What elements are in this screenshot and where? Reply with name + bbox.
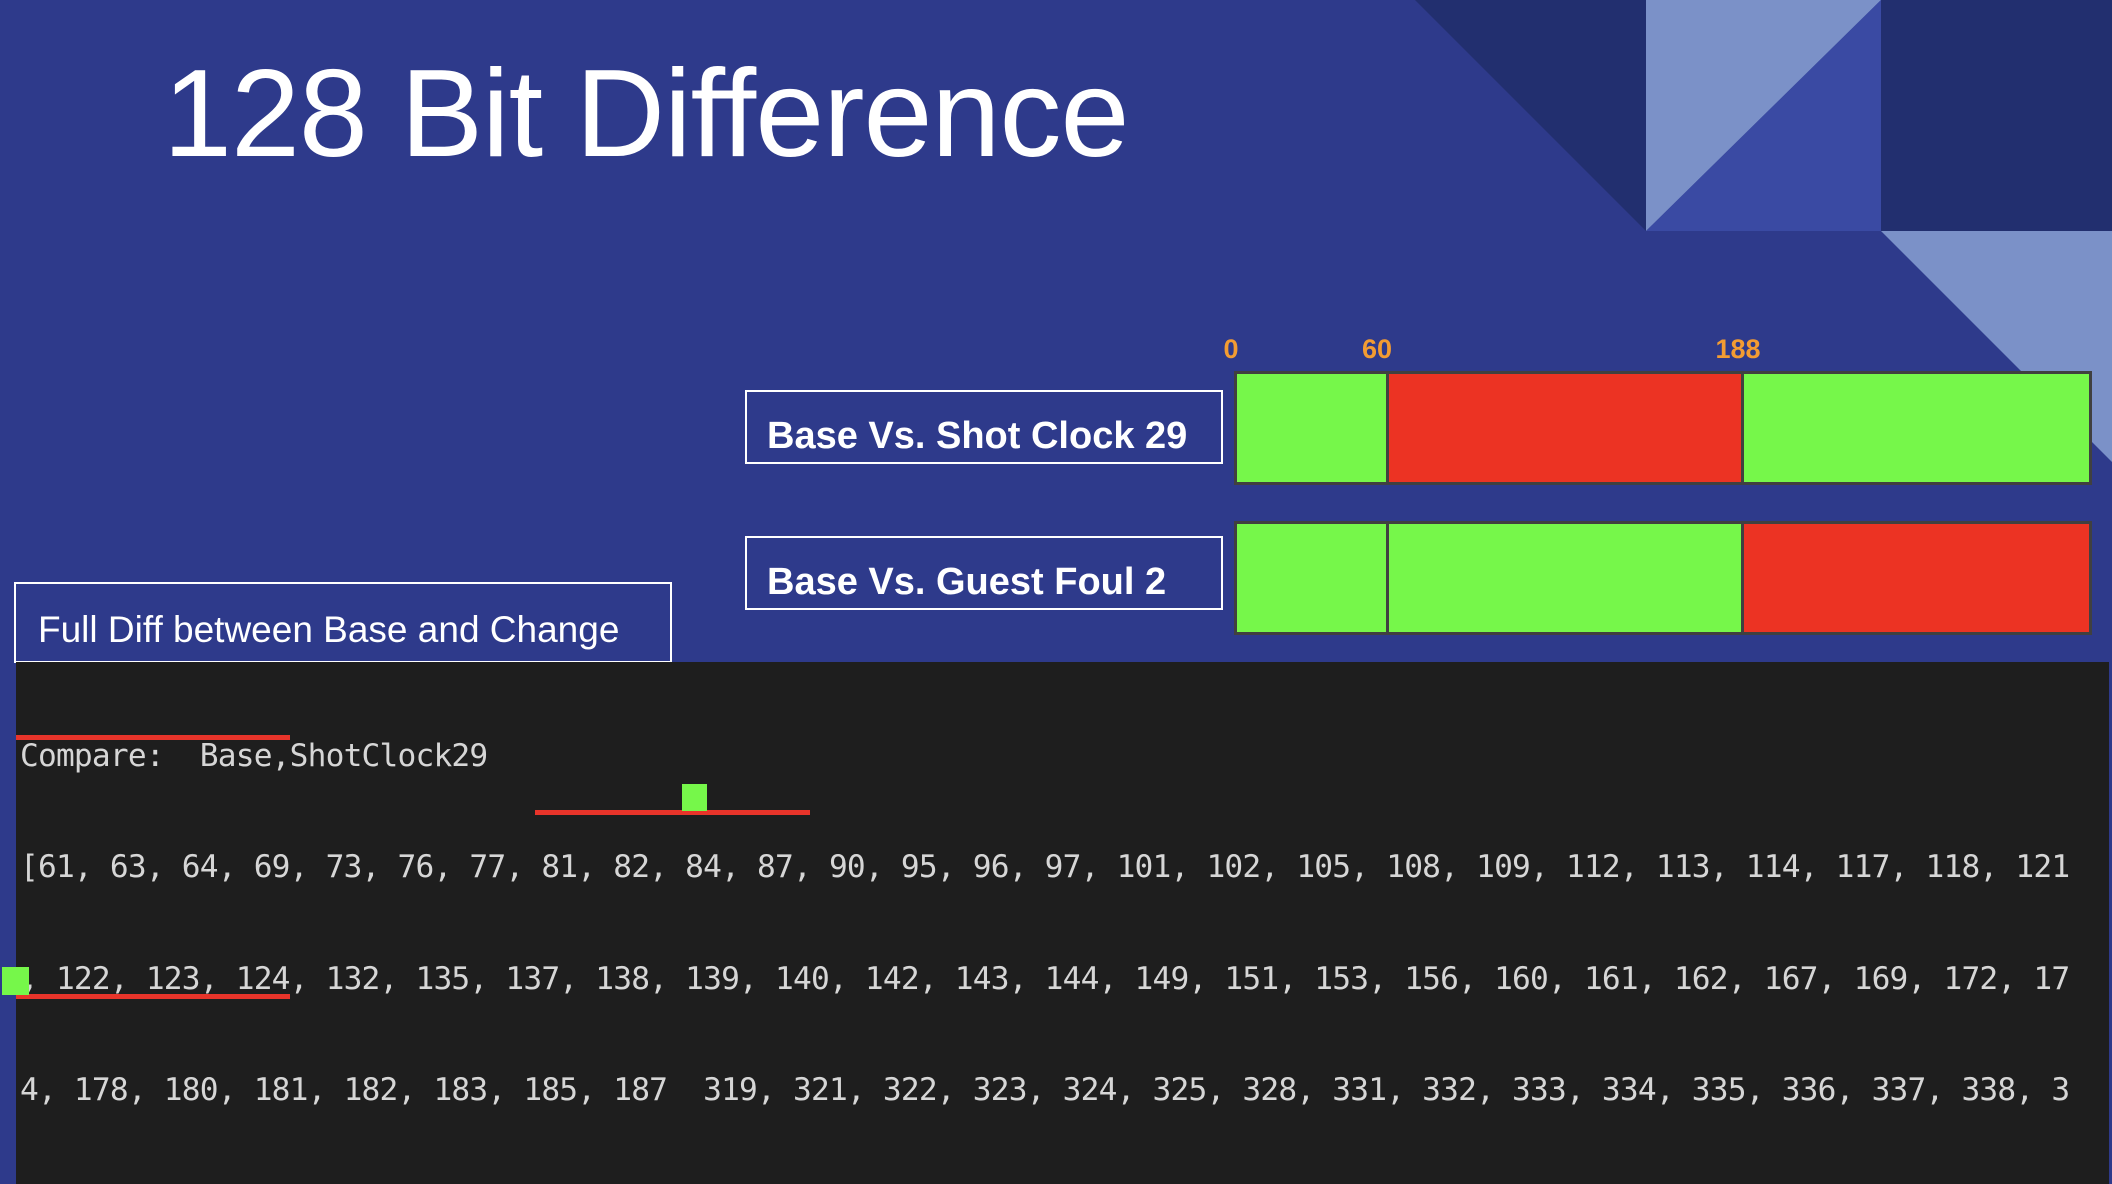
terminal-line: Compare: Base,ShotClock29 — [20, 738, 488, 775]
highlight-underline-shotclock-gap — [535, 810, 810, 815]
tick-label-0: 0 — [1223, 334, 1239, 364]
terminal-output: Compare: Base,ShotClock29 [61, 63, 64, 6… — [16, 662, 2109, 1184]
green-marker-icon — [682, 784, 707, 811]
full-diff-label-text: Full Diff between Base and Change — [38, 608, 620, 650]
terminal-text: Compare: Base,ShotClock29 [61, 63, 64, 6… — [20, 664, 2087, 1184]
comparison-label-shot-clock: Base Vs. Shot Clock 29 — [745, 390, 1223, 464]
terminal-line: , 122, 123, 124, 132, 135, 137, 138, 139… — [20, 960, 2070, 997]
comparison-label-guest-foul: Base Vs. Guest Foul 2 — [745, 536, 1223, 610]
bit-map-bar-shot-clock — [1234, 371, 2092, 485]
dark-square-shape — [1881, 0, 2112, 231]
full-diff-label: Full Diff between Base and Change — [14, 582, 672, 663]
slide-title: 128 Bit Difference — [163, 45, 1129, 183]
terminal-line: [61, 63, 64, 69, 73, 76, 77, 81, 82, 84,… — [20, 849, 2070, 886]
segment-different-60-188 — [1386, 374, 1741, 482]
tick-label-188: 188 — [1715, 334, 1761, 364]
segment-same-188-end — [1741, 374, 2089, 482]
segment-different-188-end — [1741, 524, 2089, 632]
green-marker-icon — [2, 967, 29, 995]
highlight-underline-shotclock-start — [16, 735, 290, 740]
highlight-underline-guestfoul-start — [16, 994, 290, 999]
comparison-label-text: Base Vs. Guest Foul 2 — [767, 561, 1167, 603]
terminal-line: 4, 178, 180, 181, 182, 183, 185, 187 319… — [20, 1072, 2070, 1109]
segment-same-60-188 — [1386, 524, 1741, 632]
mid-triangle-shape — [1646, 0, 1881, 231]
segment-same-0-60 — [1237, 524, 1386, 632]
bit-map-bar-guest-foul — [1234, 521, 2092, 635]
dark-triangle-shape — [1415, 0, 1646, 231]
tick-label-60: 60 — [1361, 334, 1393, 364]
comparison-label-text: Base Vs. Shot Clock 29 — [767, 415, 1188, 457]
segment-same-0-60 — [1237, 374, 1386, 482]
